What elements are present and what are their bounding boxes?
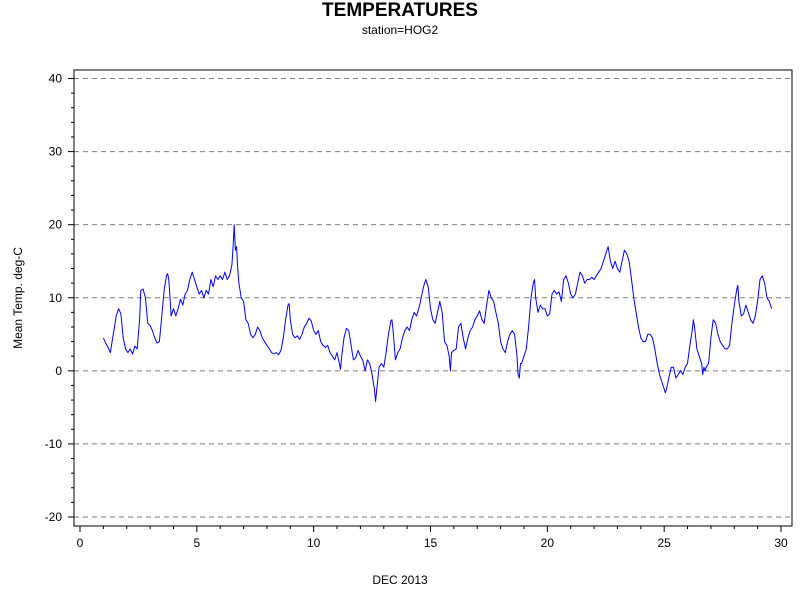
tick-labels: -20 -10 0 10 20 30 40 0 5 10 15 20 25 30 — [45, 72, 788, 551]
x-tick-label: 15 — [424, 536, 438, 550]
x-tick-label: 0 — [77, 536, 84, 550]
chart-title: TEMPERATURES — [322, 0, 478, 21]
y-tick-label: -10 — [45, 437, 63, 451]
x-tick-label: 10 — [307, 536, 321, 550]
y-tick-label: -20 — [45, 510, 63, 524]
series-layer — [102, 224, 773, 402]
x-tick-label: 30 — [774, 536, 788, 550]
plot-frame — [73, 69, 793, 527]
x-axis-label: DEC 2013 — [372, 573, 428, 587]
x-tick-label: 5 — [193, 536, 200, 550]
y-tick-label: 0 — [55, 364, 62, 378]
axis-ticks — [68, 78, 782, 532]
y-tick-label: 20 — [49, 218, 63, 232]
x-tick-label: 25 — [657, 536, 671, 550]
chart-subtitle: station=HOG2 — [361, 23, 439, 37]
series-line — [102, 224, 773, 402]
x-tick-label: 20 — [541, 536, 555, 550]
y-tick-label: 40 — [49, 72, 63, 86]
gridlines — [74, 78, 792, 518]
y-tick-label: 10 — [49, 291, 63, 305]
y-tick-label: 30 — [49, 145, 63, 159]
